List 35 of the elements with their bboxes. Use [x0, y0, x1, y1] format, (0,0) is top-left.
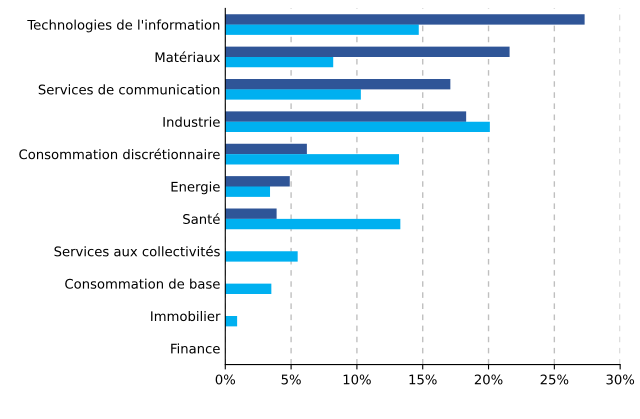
- bar: [225, 89, 361, 100]
- bar: [225, 56, 334, 68]
- bar: [225, 24, 419, 35]
- y-tick-label: Matériaux: [156, 51, 220, 62]
- bar: [225, 111, 466, 122]
- bar: [225, 218, 400, 230]
- bar: [225, 208, 277, 219]
- bar: [225, 186, 270, 197]
- y-tick-label: Services aux collectivités: [54, 246, 220, 256]
- x-tick-label: 20%: [474, 374, 502, 384]
- x-tick-label: 5%: [282, 374, 301, 384]
- y-tick-label: Consommation de base: [65, 278, 220, 289]
- bar: [225, 78, 450, 90]
- x-tick-label: 0%: [216, 374, 236, 384]
- bar: [225, 144, 307, 154]
- bar: [225, 251, 298, 262]
- y-tick-label: Immobilier: [151, 310, 220, 322]
- bar: [225, 176, 290, 186]
- x-tick-label: 25%: [540, 374, 568, 384]
- bar: [225, 14, 585, 25]
- x-tick-label: 10%: [344, 374, 371, 384]
- y-tick-label: Santé: [183, 213, 220, 224]
- x-tick-label: 30%: [606, 374, 634, 384]
- y-tick-label: Technologies de l'information: [27, 20, 220, 32]
- bar: [225, 46, 510, 57]
- y-tick-label: Services de communication: [38, 84, 220, 95]
- y-tick-label: Finance: [171, 343, 220, 354]
- y-tick-label: Energie: [172, 181, 220, 194]
- y-tick-label: Industrie: [163, 116, 220, 127]
- bar: [225, 284, 272, 294]
- y-tick-label: Consommation discrétionnaire: [19, 148, 220, 160]
- bar: [225, 316, 238, 326]
- bar: [225, 122, 490, 132]
- x-tick-label: 15%: [410, 374, 437, 384]
- bar: [225, 154, 400, 164]
